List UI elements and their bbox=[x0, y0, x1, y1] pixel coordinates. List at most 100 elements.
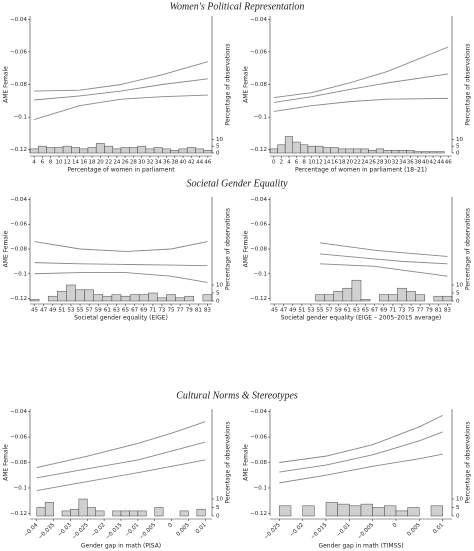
histogram-bar bbox=[186, 147, 196, 154]
x-axis-title: Percentage of women in parliament bbox=[67, 167, 175, 174]
y-tick-label: −0.12 bbox=[250, 511, 267, 517]
histogram-bar bbox=[315, 145, 324, 154]
histogram-bar bbox=[102, 295, 113, 302]
y2-tick-label: 0 bbox=[456, 514, 460, 520]
x-tick-label: 45 bbox=[271, 308, 278, 314]
histogram-bar bbox=[61, 510, 71, 517]
y-tick-label: −0.06 bbox=[10, 222, 27, 228]
y-axis-title: AME Female bbox=[243, 444, 250, 481]
y-tick-label: −0.08 bbox=[250, 82, 267, 88]
y2-tick-label: 10 bbox=[216, 497, 223, 503]
histogram-bar bbox=[421, 151, 430, 154]
x-tick-label: −0.025 bbox=[263, 522, 282, 541]
histogram-bar bbox=[351, 279, 362, 302]
histogram-bar bbox=[120, 510, 130, 517]
y-tick-label: −0.04 bbox=[10, 409, 27, 415]
y2-tick-label: 5 bbox=[456, 291, 460, 297]
y2-tick-label: 10 bbox=[456, 283, 463, 289]
x-tick-label: 81 bbox=[435, 308, 442, 314]
y-tick-label: −0.06 bbox=[250, 222, 267, 228]
x-tick-label: 20 bbox=[97, 160, 104, 166]
histogram-bar bbox=[360, 299, 371, 302]
histogram-bar bbox=[138, 294, 149, 302]
y2-tick-label: 10 bbox=[216, 137, 223, 143]
y2-axis-title: Percentage of observations bbox=[465, 208, 472, 290]
histogram-bar bbox=[368, 150, 377, 154]
histogram-bar bbox=[349, 505, 362, 517]
histogram-bar bbox=[292, 141, 301, 154]
x-tick-label: 46 bbox=[204, 160, 211, 166]
histogram-bar bbox=[157, 297, 167, 302]
x-tick-label: 49 bbox=[289, 308, 296, 314]
x-tick-label: 75 bbox=[408, 308, 415, 314]
histogram-bar bbox=[166, 294, 176, 302]
x-tick-label: 6 bbox=[295, 160, 299, 166]
x-tick-label: 57 bbox=[86, 308, 93, 314]
x-tick-label: 0.01 bbox=[195, 522, 208, 535]
histogram-bar bbox=[137, 510, 147, 517]
ci-line bbox=[279, 414, 443, 463]
histogram-bar bbox=[79, 148, 89, 154]
x-tick-label: 32 bbox=[146, 160, 153, 166]
y-tick-label: −0.1 bbox=[254, 485, 267, 491]
x-tick-label: 4 bbox=[32, 160, 36, 166]
y-tick-label: −0.1 bbox=[14, 271, 27, 277]
y-axis-title: AME Female bbox=[243, 66, 250, 103]
histogram-bar bbox=[36, 507, 46, 517]
histogram-bar bbox=[145, 148, 155, 154]
x-tick-label: −0.02 bbox=[289, 522, 305, 538]
histogram-bar bbox=[129, 294, 140, 302]
y2-tick-label: 10 bbox=[456, 497, 463, 503]
y-tick-label: −0.1 bbox=[254, 115, 267, 121]
x-tick-label: 83 bbox=[204, 308, 211, 314]
histogram-bar bbox=[196, 508, 206, 517]
histogram-bar bbox=[154, 507, 164, 517]
x-tick-label: 34 bbox=[155, 160, 162, 166]
x-tick-label: −0.035 bbox=[37, 522, 56, 541]
x-tick-label: 61 bbox=[104, 308, 111, 314]
y-tick-label: −0.06 bbox=[250, 435, 267, 441]
y-tick-label: −0.06 bbox=[10, 435, 27, 441]
y2-tick-label: 0 bbox=[456, 151, 460, 157]
x-tick-label: 57 bbox=[326, 308, 333, 314]
histogram-bar bbox=[93, 294, 104, 302]
x-tick-label: 42 bbox=[188, 160, 195, 166]
histogram-bar bbox=[277, 144, 286, 154]
x-tick-label: −0.015 bbox=[310, 522, 329, 541]
y2-tick-label: 5 bbox=[216, 144, 220, 150]
ci-line bbox=[36, 441, 206, 479]
x-tick-label: 14 bbox=[323, 160, 330, 166]
x-tick-label: 16 bbox=[80, 160, 87, 166]
x-axis-title: Percentage of women in parliament (18–21… bbox=[295, 167, 427, 174]
x-tick-label: 73 bbox=[158, 308, 165, 314]
y-tick-label: −0.04 bbox=[10, 197, 27, 203]
x-tick-label: 4 bbox=[287, 160, 291, 166]
x-tick-label: 55 bbox=[77, 308, 84, 314]
ci-line bbox=[34, 262, 208, 267]
histogram-bar bbox=[378, 294, 389, 302]
y-axis-title: AME Female bbox=[243, 230, 250, 267]
histogram-bar bbox=[269, 148, 278, 154]
x-tick-label: 26 bbox=[369, 160, 376, 166]
ci-line bbox=[34, 94, 208, 120]
y-tick-label: −0.12 bbox=[10, 296, 27, 302]
x-tick-label: 12 bbox=[316, 160, 323, 166]
x-tick-label: 0.01 bbox=[432, 522, 445, 535]
y2-axis-title: Percentage of observations bbox=[465, 422, 472, 504]
histogram-bar bbox=[120, 295, 131, 302]
histogram-bar bbox=[375, 148, 384, 154]
x-tick-label: 53 bbox=[307, 308, 314, 314]
x-tick-label: 47 bbox=[280, 308, 287, 314]
x-tick-label: 45 bbox=[31, 308, 38, 314]
x-tick-label: 77 bbox=[417, 308, 424, 314]
x-tick-label: 69 bbox=[380, 308, 387, 314]
y-tick-label: −0.1 bbox=[14, 485, 27, 491]
y-tick-label: −0.08 bbox=[250, 460, 267, 466]
histogram-bar bbox=[54, 147, 64, 154]
histogram-bar bbox=[75, 289, 85, 302]
histogram-bar bbox=[95, 143, 105, 154]
x-tick-label: 0 bbox=[167, 522, 174, 529]
x-tick-label: 51 bbox=[298, 308, 305, 314]
section-title: Women's Political Representation bbox=[170, 1, 305, 12]
histogram-bar bbox=[129, 147, 138, 154]
